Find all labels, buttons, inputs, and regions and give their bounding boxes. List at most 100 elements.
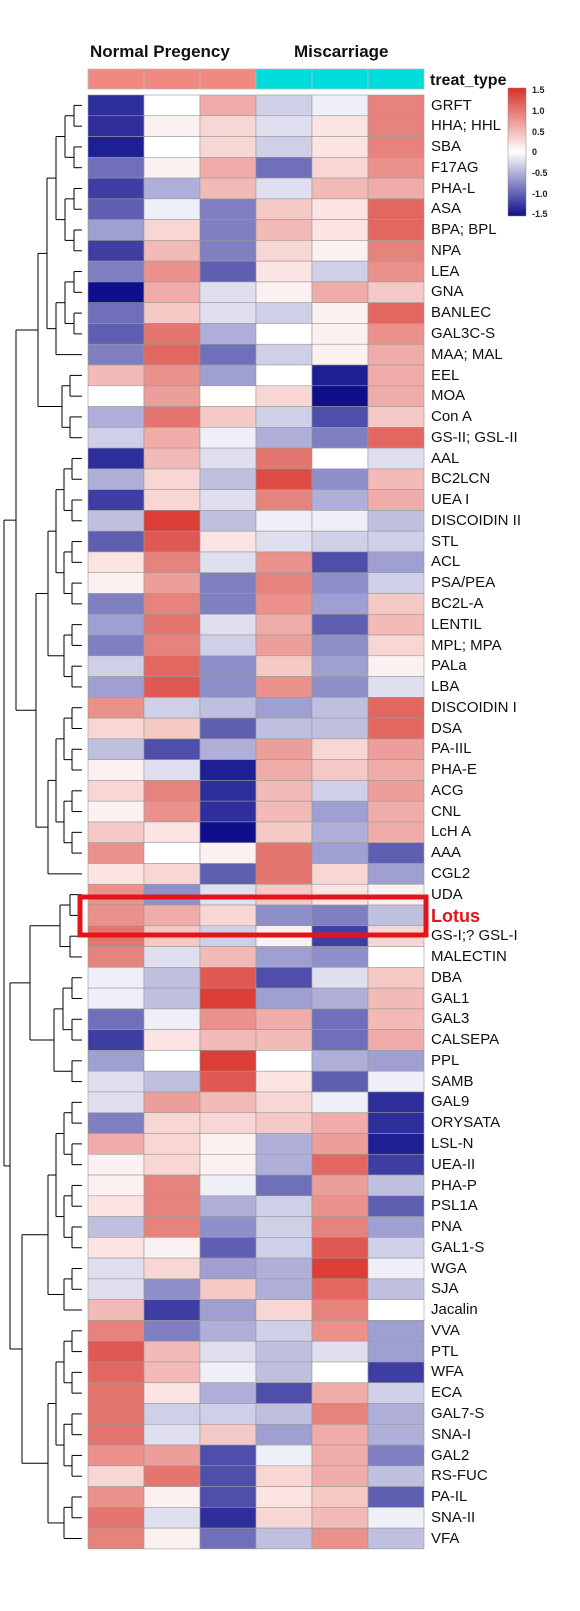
heatmap-cell — [311, 240, 369, 262]
heatmap-cell — [199, 613, 257, 636]
heatmap-cell — [143, 967, 201, 989]
heatmap-cell — [311, 1237, 369, 1259]
heatmap-cell — [255, 904, 313, 927]
heatmap-cell — [87, 364, 145, 387]
heatmap-cell — [311, 530, 369, 553]
heatmap-cell — [199, 281, 257, 303]
heatmap-cell — [311, 1070, 369, 1093]
heatmap-cell — [199, 94, 257, 117]
heatmap-cell — [367, 967, 425, 989]
heatmap-cell — [199, 157, 257, 179]
heatmap-cell — [87, 177, 145, 200]
heatmap-cell — [367, 1237, 425, 1259]
heatmap-cell — [255, 1278, 313, 1300]
heatmap-cell — [87, 447, 145, 470]
heatmap-cell — [87, 1174, 145, 1197]
heatmap-cell — [255, 1444, 313, 1467]
annotation-cell — [87, 68, 145, 90]
row-label: PA-IIL — [431, 740, 472, 758]
heatmap-cell — [143, 1174, 201, 1197]
heatmap-cell — [255, 1527, 313, 1550]
heatmap-cell — [367, 759, 425, 781]
heatmap-cell — [199, 1050, 257, 1072]
heatmap-cell — [311, 1216, 369, 1238]
heatmap-cell — [143, 260, 201, 283]
heatmap-cell — [87, 1133, 145, 1155]
heatmap-cell — [199, 1527, 257, 1550]
heatmap-cell — [367, 572, 425, 594]
heatmap-cell — [87, 634, 145, 657]
row-label: NPA — [431, 241, 461, 259]
heatmap-cell — [199, 260, 257, 283]
heatmap-cell — [87, 676, 145, 698]
row-label: SBA — [431, 138, 462, 156]
heatmap-cell — [199, 1029, 257, 1051]
heatmap-cell — [311, 1050, 369, 1072]
heatmap-cell — [367, 468, 425, 490]
heatmap-cell — [255, 1133, 313, 1155]
lotus-highlight-box — [77, 894, 429, 938]
heatmap-cell — [143, 593, 201, 615]
heatmap-cell — [199, 1153, 257, 1176]
row-label: Con A — [431, 408, 472, 426]
heatmap-cell — [199, 343, 257, 366]
heatmap-cell — [367, 1029, 425, 1051]
heatmap-cell — [87, 115, 145, 137]
heatmap-cell — [311, 1423, 369, 1446]
heatmap-cell — [311, 946, 369, 968]
heatmap-cell — [143, 343, 201, 366]
heatmap-cell — [199, 240, 257, 262]
row-label: WFA — [431, 1363, 464, 1381]
heatmap-cell — [143, 676, 201, 698]
heatmap-cell — [255, 1320, 313, 1342]
heatmap-cell — [367, 1361, 425, 1384]
heatmap-cell — [199, 385, 257, 407]
heatmap-cell — [367, 655, 425, 677]
heatmap-cell — [311, 323, 369, 345]
row-label: GRFT — [431, 96, 472, 114]
heatmap-cell — [87, 613, 145, 636]
heatmap-cell — [255, 655, 313, 677]
row-label: BC2LCN — [431, 470, 491, 488]
heatmap-cell — [255, 946, 313, 968]
heatmap-cell — [199, 572, 257, 594]
heatmap-cell — [367, 1050, 425, 1072]
heatmap-cell — [255, 551, 313, 574]
row-label: AAL — [431, 449, 460, 467]
heatmap-cell — [87, 759, 145, 781]
row-label: SNA-II — [431, 1508, 476, 1526]
heatmap-cell — [311, 281, 369, 303]
heatmap-cell — [143, 240, 201, 262]
heatmap-cell — [199, 323, 257, 345]
row-label: GAL1-S — [431, 1238, 485, 1256]
heatmap-cell — [143, 281, 201, 303]
heatmap-cell — [199, 115, 257, 137]
heatmap-cell — [143, 1299, 201, 1321]
heatmap-cell — [199, 1444, 257, 1467]
heatmap-cell — [143, 1320, 201, 1342]
heatmap-cell — [367, 1174, 425, 1197]
heatmap-cell — [311, 343, 369, 366]
heatmap-cell — [255, 1361, 313, 1384]
heatmap-cell — [87, 780, 145, 802]
heatmap-cell — [255, 593, 313, 615]
row-label: PHA-E — [431, 761, 477, 779]
legend-tick: 0.5 — [532, 127, 545, 137]
heatmap-cell — [311, 717, 369, 740]
heatmap-cell — [367, 863, 425, 885]
heatmap-cell — [143, 1153, 201, 1176]
heatmap-cell — [87, 1299, 145, 1321]
heatmap-cell — [367, 987, 425, 1010]
heatmap-cell — [143, 1527, 201, 1550]
heatmap-cell — [367, 489, 425, 511]
heatmap-cell — [87, 157, 145, 179]
heatmap-cell — [367, 530, 425, 553]
heatmap-cell — [255, 780, 313, 802]
heatmap-cell — [87, 946, 145, 968]
heatmap-cell — [87, 572, 145, 594]
heatmap-cell — [87, 593, 145, 615]
row-label: GAL7-S — [431, 1405, 485, 1422]
heatmap-cell — [367, 94, 425, 117]
heatmap-cell — [143, 717, 201, 740]
heatmap-cell — [255, 302, 313, 324]
